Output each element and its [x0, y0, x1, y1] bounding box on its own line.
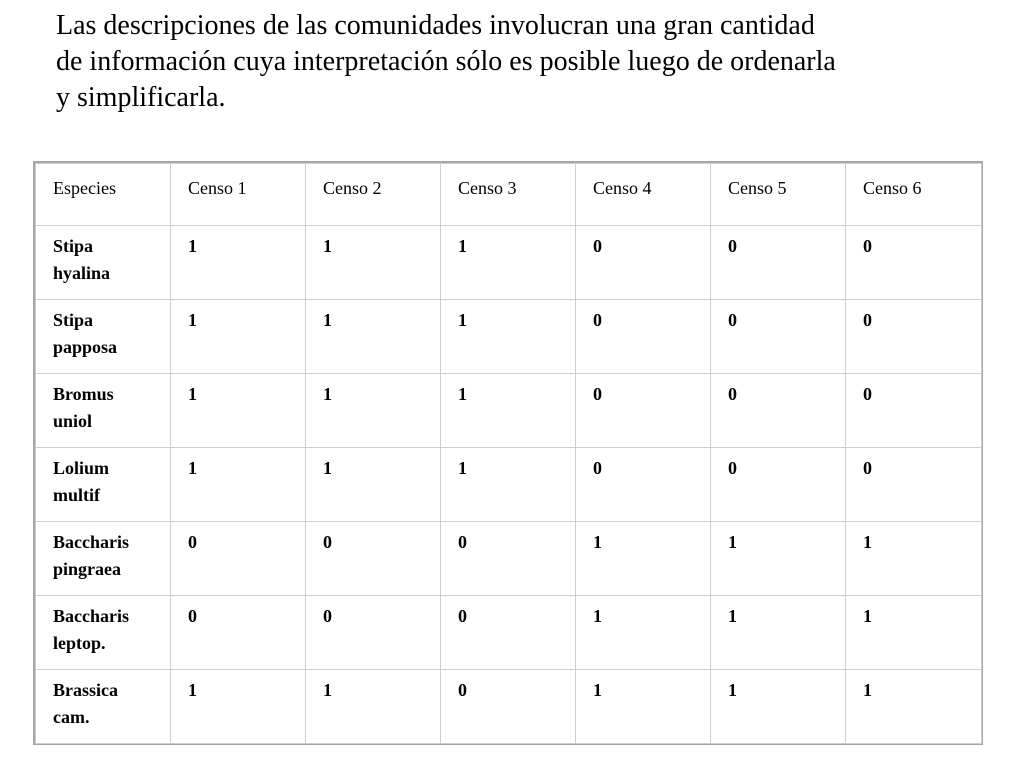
census-value-cell: 1 — [305, 299, 441, 374]
species-cell: Bromus uniol — [35, 373, 171, 448]
species-genus: Baccharis — [53, 606, 129, 626]
species-epithet: uniol — [53, 411, 93, 431]
census-value-cell: 1 — [440, 299, 576, 374]
column-header-censo-5: Censo 5 — [710, 163, 846, 226]
census-value-cell: 0 — [845, 447, 982, 522]
column-header-censo-1: Censo 1 — [170, 163, 306, 226]
column-header-censo-3: Censo 3 — [440, 163, 576, 226]
census-value-cell: 0 — [710, 225, 846, 300]
title-line-2: de información cuya interpretación sólo … — [56, 46, 836, 77]
census-value-cell: 1 — [305, 447, 441, 522]
column-header-species: Especies — [35, 163, 171, 226]
species-genus: Bromus — [53, 384, 114, 404]
species-epithet: cam. — [53, 707, 90, 727]
table-row: Lolium multif 1 1 1 0 0 0 — [35, 447, 982, 522]
column-header-censo-4: Censo 4 — [575, 163, 711, 226]
census-value-cell: 1 — [845, 669, 982, 744]
species-cell: Brassica cam. — [35, 669, 171, 744]
census-value-cell: 0 — [305, 521, 441, 596]
census-value-cell: 0 — [710, 373, 846, 448]
species-genus: Stipa — [53, 236, 94, 256]
census-value-cell: 1 — [170, 447, 306, 522]
column-header-censo-6: Censo 6 — [845, 163, 982, 226]
census-value-cell: 1 — [170, 299, 306, 374]
species-cell: Baccharis leptop. — [35, 595, 171, 670]
species-epithet: pingraea — [53, 559, 122, 579]
census-value-cell: 0 — [845, 373, 982, 448]
census-value-cell: 1 — [440, 447, 576, 522]
table-row: Stipa papposa 1 1 1 0 0 0 — [35, 299, 982, 374]
census-value-cell: 1 — [170, 669, 306, 744]
census-value-cell: 0 — [710, 447, 846, 522]
census-value-cell: 0 — [845, 299, 982, 374]
species-cell: Lolium multif — [35, 447, 171, 522]
census-value-cell: 1 — [440, 373, 576, 448]
census-value-cell: 1 — [845, 521, 982, 596]
census-value-cell: 0 — [710, 299, 846, 374]
census-table-container: Especies Censo 1 Censo 2 Censo 3 Censo 4… — [35, 163, 982, 744]
table-row: Bromus uniol 1 1 1 0 0 0 — [35, 373, 982, 448]
table-row: Brassica cam. 1 1 0 1 1 1 — [35, 669, 982, 744]
census-value-cell: 1 — [710, 669, 846, 744]
census-value-cell: 1 — [440, 225, 576, 300]
census-value-cell: 1 — [845, 595, 982, 670]
census-value-cell: 1 — [575, 669, 711, 744]
census-value-cell: 0 — [305, 595, 441, 670]
census-value-cell: 0 — [170, 595, 306, 670]
census-value-cell: 0 — [845, 225, 982, 300]
title-line-3: y simplificarla. — [56, 82, 226, 113]
species-cell: Baccharis pingraea — [35, 521, 171, 596]
census-value-cell: 0 — [575, 225, 711, 300]
census-value-cell: 0 — [575, 373, 711, 448]
species-genus: Lolium — [53, 458, 110, 478]
table-row: Baccharis leptop. 0 0 0 1 1 1 — [35, 595, 982, 670]
census-value-cell: 0 — [440, 669, 576, 744]
species-cell: Stipa hyalina — [35, 225, 171, 300]
species-cell: Stipa papposa — [35, 299, 171, 374]
census-value-cell: 0 — [575, 447, 711, 522]
census-value-cell: 1 — [710, 595, 846, 670]
census-value-cell: 0 — [440, 595, 576, 670]
census-value-cell: 1 — [575, 521, 711, 596]
census-value-cell: 0 — [170, 521, 306, 596]
census-value-cell: 1 — [170, 225, 306, 300]
title-line-1: Las descripciones de las comunidades inv… — [56, 10, 815, 41]
species-epithet: multif — [53, 485, 100, 505]
species-epithet: hyalina — [53, 263, 111, 283]
column-header-censo-2: Censo 2 — [305, 163, 441, 226]
slide-title: Las descripciones de las comunidades inv… — [56, 8, 1016, 116]
species-epithet: papposa — [53, 337, 118, 357]
table-row: Stipa hyalina 1 1 1 0 0 0 — [35, 225, 982, 300]
species-epithet: leptop. — [53, 633, 106, 653]
table-header-row: Especies Censo 1 Censo 2 Censo 3 Censo 4… — [35, 163, 982, 226]
species-genus: Brassica — [53, 680, 118, 700]
census-value-cell: 1 — [710, 521, 846, 596]
census-value-cell: 0 — [575, 299, 711, 374]
census-table: Especies Censo 1 Censo 2 Censo 3 Censo 4… — [35, 163, 982, 744]
table-row: Baccharis pingraea 0 0 0 1 1 1 — [35, 521, 982, 596]
census-value-cell: 1 — [305, 669, 441, 744]
census-value-cell: 1 — [305, 225, 441, 300]
census-value-cell: 1 — [305, 373, 441, 448]
census-value-cell: 0 — [440, 521, 576, 596]
census-value-cell: 1 — [575, 595, 711, 670]
census-value-cell: 1 — [170, 373, 306, 448]
species-genus: Baccharis — [53, 532, 129, 552]
species-genus: Stipa — [53, 310, 94, 330]
